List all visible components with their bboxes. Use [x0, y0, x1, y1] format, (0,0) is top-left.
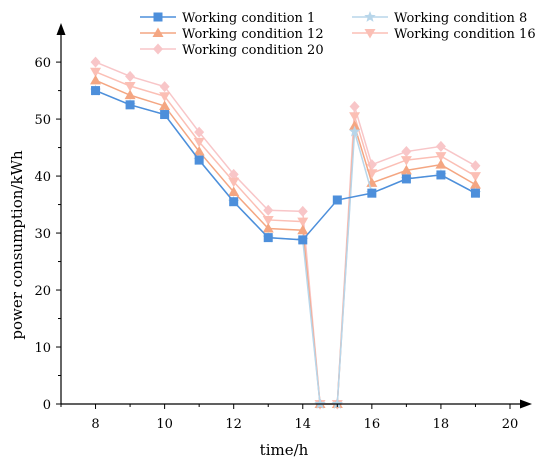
- data-point: [469, 179, 481, 189]
- data-point: [348, 125, 361, 137]
- x-tick-label: 18: [433, 417, 450, 432]
- data-point: [400, 156, 412, 166]
- y-tick-label: 20: [34, 284, 51, 299]
- legend-label: Working condition 20: [182, 43, 324, 58]
- x-tick-label: 20: [502, 417, 519, 432]
- series-1: [91, 86, 480, 245]
- data-point: [435, 140, 446, 152]
- legend-marker: [364, 29, 376, 39]
- data-point: [470, 188, 480, 198]
- data-point: [90, 56, 101, 68]
- y-axis-label: power consumption/kWh: [8, 150, 26, 340]
- legend-marker: [153, 12, 163, 22]
- data-point: [159, 100, 171, 110]
- data-point: [262, 222, 274, 233]
- legend-label: Working condition 8: [394, 11, 527, 26]
- series-line: [95, 79, 476, 405]
- series-3: [90, 74, 481, 408]
- data-point: [228, 186, 240, 197]
- legend-item: Working condition 20: [140, 43, 324, 58]
- plot-area: [89, 56, 482, 410]
- data-point: [349, 112, 361, 122]
- data-point: [159, 92, 171, 102]
- data-point: [228, 177, 240, 188]
- legend-marker: [153, 43, 163, 55]
- legend-item: Working condition 12: [140, 27, 324, 42]
- y-tick-label: 40: [34, 170, 51, 185]
- x-axis-label: time/h: [260, 441, 309, 459]
- data-point: [297, 224, 309, 235]
- data-point: [90, 67, 102, 78]
- data-point: [193, 146, 205, 156]
- y-tick-label: 0: [43, 398, 51, 413]
- data-point: [194, 126, 205, 138]
- legend-item: Working condition 8: [352, 11, 527, 26]
- x-tick-label: 16: [364, 417, 381, 432]
- legend-item: Working condition 16: [352, 27, 536, 42]
- data-point: [125, 70, 136, 82]
- legend-item: Working condition 1: [140, 11, 315, 26]
- data-point: [263, 233, 273, 243]
- x-tick-label: 12: [225, 417, 242, 432]
- x-axis-arrow: [520, 399, 532, 409]
- data-point: [160, 110, 170, 120]
- data-point: [349, 101, 360, 113]
- data-point: [90, 74, 102, 85]
- x-tick-label: 14: [294, 417, 311, 432]
- data-point: [401, 174, 411, 184]
- data-point: [228, 168, 239, 180]
- data-point: [159, 81, 170, 93]
- y-tick-label: 30: [34, 227, 51, 242]
- data-point: [262, 215, 274, 226]
- series-line: [95, 61, 476, 405]
- legend-marker: [152, 27, 164, 37]
- data-point: [263, 204, 274, 216]
- data-point: [229, 197, 239, 207]
- legend-label: Working condition 12: [182, 27, 324, 42]
- data-point: [470, 160, 481, 172]
- y-tick-label: 60: [34, 56, 51, 71]
- data-point: [367, 188, 377, 198]
- legend-marker: [364, 11, 376, 22]
- data-point: [435, 152, 447, 162]
- data-point: [194, 155, 204, 165]
- data-point: [349, 120, 361, 130]
- series-2: [89, 84, 482, 409]
- x-tick-label: 8: [91, 417, 99, 432]
- data-point: [469, 172, 481, 182]
- axes: 8 10 12 14 16 18 20 0 10 20 30 40 50 60: [34, 23, 532, 432]
- series-line: [95, 71, 476, 405]
- data-point: [297, 205, 308, 217]
- data-point: [125, 100, 135, 110]
- data-point: [193, 137, 205, 148]
- legend-label: Working condition 1: [182, 11, 315, 26]
- data-point: [401, 146, 412, 158]
- y-axis-arrow: [56, 23, 66, 35]
- data-point: [124, 89, 136, 100]
- legend-label: Working condition 16: [394, 27, 536, 42]
- data-point: [435, 159, 447, 169]
- data-point: [400, 164, 412, 175]
- data-point: [436, 170, 446, 180]
- data-point: [332, 195, 342, 205]
- series-line: [95, 89, 476, 241]
- data-point: [124, 82, 136, 92]
- series-line: [95, 89, 476, 405]
- y-tick-label: 10: [34, 341, 51, 356]
- data-point: [298, 235, 308, 245]
- data-point: [297, 217, 309, 228]
- y-tick-label: 50: [34, 113, 51, 128]
- x-tick-label: 10: [156, 417, 173, 432]
- data-point: [91, 86, 101, 96]
